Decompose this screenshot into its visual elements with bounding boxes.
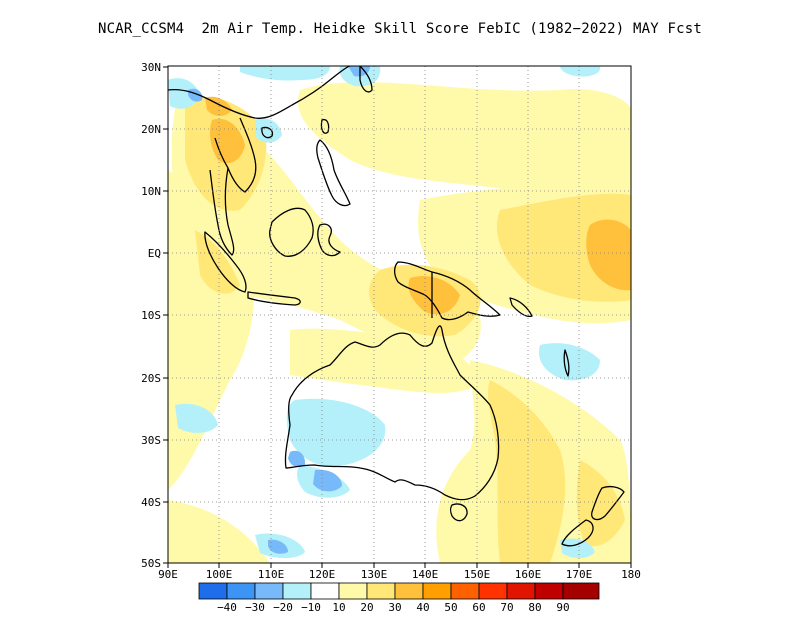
lon-label-150e: 150E xyxy=(464,568,491,581)
lat-label-50s: 50S xyxy=(141,557,161,570)
java-coast xyxy=(247,291,301,306)
japan-coast xyxy=(359,66,373,93)
solomons-coast xyxy=(509,297,533,318)
lon-label-180: 180 xyxy=(621,568,641,581)
colorbar-box-3 xyxy=(282,582,312,600)
axis-ticks xyxy=(163,66,632,568)
latitude-labels: 30N 20N 10N EQ 10S 20S 30S 40S 50S xyxy=(141,61,161,570)
vanuatu-coast xyxy=(563,349,570,377)
colorbar-label: −10 xyxy=(301,601,321,614)
colorbar-label: 60 xyxy=(472,601,485,614)
colorbar-box-8 xyxy=(422,582,452,600)
colorbar-labels: −40 −30 −20 −10 10 20 30 40 50 60 70 80 … xyxy=(217,601,570,614)
lat-label-10n: 10N xyxy=(141,185,161,198)
skill-field xyxy=(168,66,631,563)
chart-title: NCAR_CCSM4 2m Air Temp. Heidke Skill Sco… xyxy=(97,21,702,37)
colorbar-label: −30 xyxy=(245,601,265,614)
colorbar-label: 10 xyxy=(332,601,345,614)
field-new-guinea-30 xyxy=(408,275,460,315)
new-guinea-coast xyxy=(393,261,501,321)
borneo-coast xyxy=(269,207,314,257)
lon-label-120e: 120E xyxy=(309,568,336,581)
lon-label-130e: 130E xyxy=(361,568,388,581)
hainan-coast xyxy=(261,126,274,139)
lat-label-10s: 10S xyxy=(141,309,161,322)
tasmania-coast xyxy=(449,503,468,522)
field-nz-20 xyxy=(576,460,625,547)
nz-south-coast xyxy=(561,519,594,547)
colorbar-label: 90 xyxy=(556,601,569,614)
field-coral-sea-blue xyxy=(538,343,600,381)
mainland-asia-coast xyxy=(168,66,351,256)
coastlines xyxy=(168,66,625,547)
field-so-blue-dark xyxy=(268,539,288,554)
lat-label-30n: 30N xyxy=(141,61,161,74)
field-china-blue xyxy=(168,78,200,109)
field-np-blue-dark xyxy=(348,66,370,77)
sumatra-coast xyxy=(204,231,247,293)
taiwan-coast xyxy=(320,118,330,134)
colorbar-label: −20 xyxy=(273,601,293,614)
colorbar-box-11 xyxy=(506,582,536,600)
field-nw-pacific-blue1 xyxy=(240,66,330,81)
sulawesi-coast xyxy=(317,223,341,257)
colorbar-label: 80 xyxy=(528,601,541,614)
philippines-coast xyxy=(316,139,351,207)
lon-label-100e: 100E xyxy=(206,568,233,581)
colorbar xyxy=(198,582,600,600)
colorbar-box-9 xyxy=(450,582,480,600)
colorbar-box-5 xyxy=(338,582,368,600)
colorbar-box-12 xyxy=(534,582,564,600)
colorbar-label: 70 xyxy=(500,601,513,614)
field-sw-wa-blue-dark xyxy=(288,450,306,468)
lat-label-30s: 30S xyxy=(141,434,161,447)
colorbar-label: −40 xyxy=(217,601,237,614)
colorbar-label: 20 xyxy=(360,601,373,614)
colorbar-box-7 xyxy=(394,582,424,600)
map-grid xyxy=(168,66,631,563)
field-sw-australia-blue xyxy=(286,398,386,467)
lat-label-20s: 20S xyxy=(141,372,161,385)
colorbar-box-0 xyxy=(198,582,228,600)
lat-label-20n: 20N xyxy=(141,123,161,136)
lon-label-160e: 160E xyxy=(515,568,542,581)
colorbar-box-4 xyxy=(310,582,340,600)
lon-label-110e: 110E xyxy=(258,568,285,581)
field-south-west-ocean xyxy=(168,500,270,563)
colorbar-box-2 xyxy=(254,582,284,600)
field-s-indian-blue xyxy=(175,403,218,433)
field-bight-blue-dark xyxy=(313,469,342,492)
lon-label-140e: 140E xyxy=(412,568,439,581)
field-north-australia xyxy=(290,328,480,393)
field-tasman-20 xyxy=(487,380,566,563)
field-nz-blue xyxy=(560,538,595,559)
colorbar-label: 30 xyxy=(388,601,401,614)
colorbar-label: 40 xyxy=(416,601,429,614)
lon-label-170e: 170E xyxy=(566,568,593,581)
colorbar-box-6 xyxy=(366,582,396,600)
australia-coast xyxy=(284,325,500,501)
field-indochina-30 xyxy=(210,118,245,164)
colorbar-label: 50 xyxy=(444,601,457,614)
colorbar-box-13 xyxy=(562,582,600,600)
field-north-pacific-yellow xyxy=(298,82,631,195)
colorbar-box-1 xyxy=(226,582,256,600)
lat-label-eq: EQ xyxy=(148,247,161,260)
field-hawaii-blue xyxy=(560,66,601,77)
lat-label-40s: 40S xyxy=(141,496,161,509)
longitude-labels: 90E 100E 110E 120E 130E 140E 150E 160E 1… xyxy=(158,568,641,581)
nz-north-coast xyxy=(591,485,625,521)
colorbar-box-10 xyxy=(478,582,508,600)
lon-label-90e: 90E xyxy=(158,568,178,581)
field-philippines-blue xyxy=(255,118,282,143)
field-central-pacific-30 xyxy=(586,219,631,291)
